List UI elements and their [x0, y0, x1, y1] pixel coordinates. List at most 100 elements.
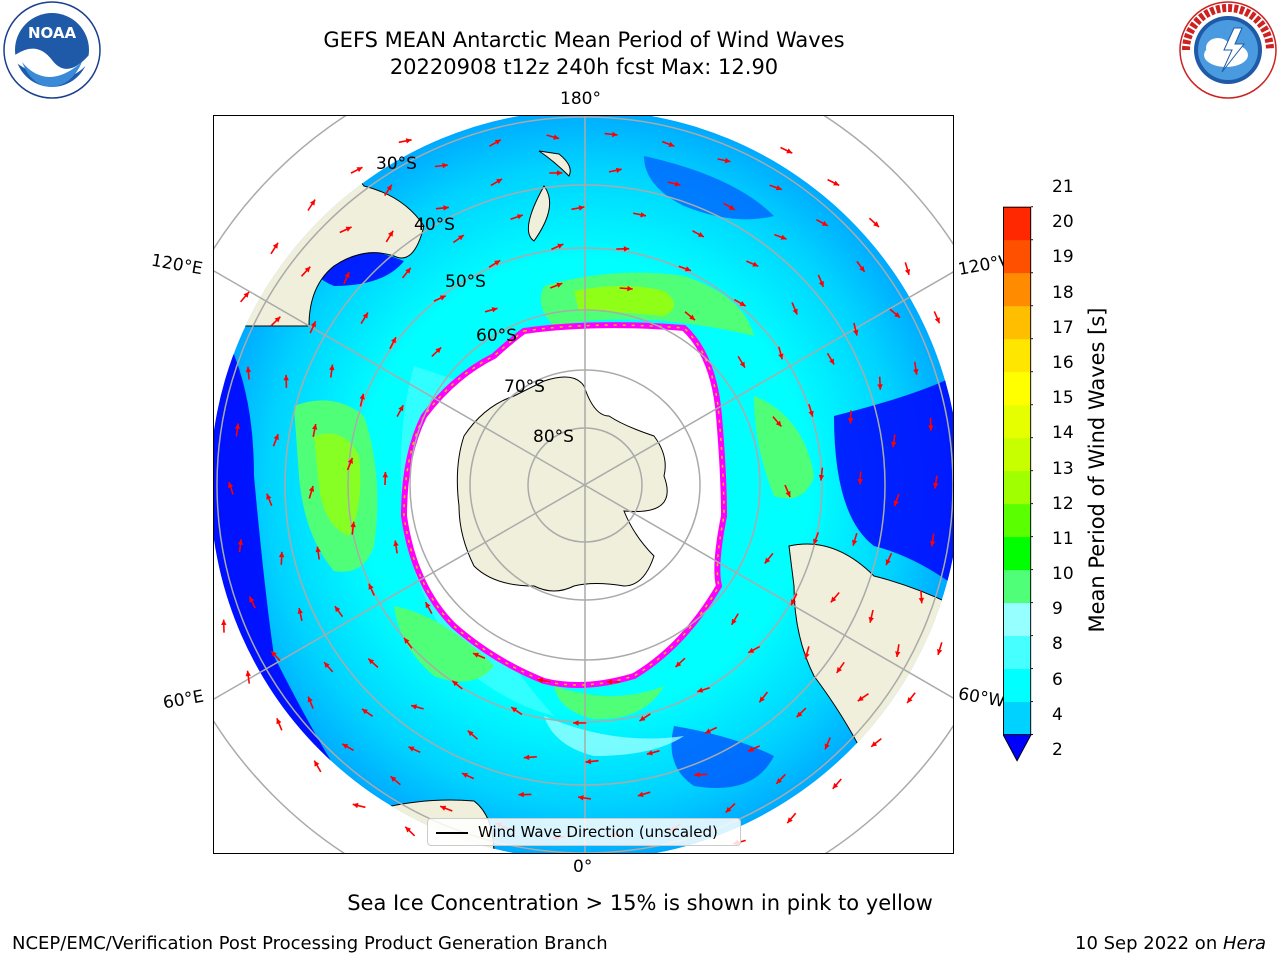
colorbar-cell — [1003, 635, 1032, 670]
legend-line — [436, 832, 468, 834]
wave-direction-arrowhead — [557, 243, 564, 249]
colorbar-tick-label: 14 — [1052, 423, 1074, 444]
wave-direction-arrowhead — [237, 539, 244, 545]
wave-direction-arrowhead — [785, 491, 791, 497]
wave-direction-arrowhead — [818, 474, 825, 481]
wave-direction-arrowhead — [315, 546, 321, 553]
wave-direction-arrowhead — [627, 285, 633, 292]
wave-direction-arrowhead — [804, 653, 810, 659]
wave-direction-arrowhead — [852, 539, 858, 546]
wave-direction-arrowhead — [895, 651, 901, 657]
wave-direction-arrowhead — [813, 538, 819, 545]
wave-direction-arrowhead — [728, 204, 735, 210]
credit-right: 10 Sep 2022 on Hera — [1075, 933, 1266, 954]
svg-text:70°S: 70°S — [504, 377, 545, 397]
colorbar-tick-label: 20 — [1052, 212, 1074, 233]
wave-direction-arrowhead — [249, 596, 255, 603]
wave-direction-arrowhead — [439, 295, 446, 301]
wave-direction-arrowhead — [893, 500, 899, 507]
machine-name: Hera — [1222, 933, 1266, 954]
wave-direction-arrowhead — [871, 741, 878, 747]
wave-direction-arrowhead — [934, 317, 940, 324]
colorbar-tick-label: 6 — [1052, 669, 1063, 690]
wave-direction-arrowhead — [705, 728, 711, 734]
wave-direction-arrowhead — [612, 131, 618, 138]
antarctica — [456, 376, 668, 592]
svg-text:40°S: 40°S — [414, 215, 455, 235]
colorbar-cell — [1003, 536, 1032, 571]
colorbar-cell — [1003, 371, 1032, 406]
wave-direction-arrowhead — [578, 795, 584, 801]
sea-ice-note: Sea Ice Concentration > 15% is shown in … — [347, 891, 933, 915]
wave-direction-arrowhead — [675, 661, 682, 668]
colorbar-cell — [1003, 569, 1032, 604]
svg-text:80°S: 80°S — [533, 427, 574, 447]
wave-direction-arrowhead — [929, 540, 936, 547]
map-panel: 30°S 40°S 50°S 60°S 70°S 80°S Wind Wave … — [213, 115, 954, 854]
svg-text:50°S: 50°S — [445, 272, 486, 292]
wave-direction-arrowhead — [836, 667, 842, 673]
lon-label-60e: 60°E — [161, 686, 206, 714]
wave-direction-arrowhead — [245, 670, 251, 677]
credit-left: NCEP/EMC/Verification Post Processing Pr… — [12, 933, 608, 954]
wave-direction-arrowhead — [228, 482, 234, 489]
wave-direction-arrowhead — [312, 424, 318, 430]
wave-direction-arrowhead — [764, 557, 771, 564]
noaa-logo: NOAA — [3, 1, 101, 99]
wave-direction-arrowhead — [731, 618, 737, 625]
latitude-labels: 30°S 40°S 50°S 60°S 70°S 80°S — [376, 154, 574, 447]
wave-direction-arrowhead — [694, 771, 700, 778]
wave-direction-arrowhead — [791, 599, 796, 606]
wave-direction-arrowhead — [913, 369, 919, 375]
wave-direction-arrowhead — [847, 418, 854, 424]
wave-direction-arrowhead — [272, 242, 278, 249]
wave-direction-arrowhead — [778, 353, 784, 360]
colorbar-extend-arrow — [1003, 734, 1032, 762]
wave-direction-arrowhead — [314, 760, 320, 767]
wave-direction-arrowhead — [697, 687, 704, 693]
wave-direction-arrowhead — [585, 758, 592, 765]
wave-direction-arrowhead — [689, 314, 695, 321]
wave-direction-arrowhead — [425, 602, 431, 609]
wave-direction-arrowhead — [334, 606, 341, 613]
wave-direction-arrowhead — [452, 680, 459, 687]
wave-direction-arrowhead — [829, 358, 835, 365]
wave-direction-arrowhead — [359, 393, 365, 400]
wave-direction-arrowhead — [278, 551, 285, 558]
colorbar-tick-label: 12 — [1052, 493, 1074, 514]
wave-direction-arrowhead — [390, 776, 397, 782]
legend-label: Wind Wave Direction (unscaled) — [478, 823, 718, 841]
wave-direction-arrowhead — [342, 743, 349, 749]
svg-text:60°S: 60°S — [476, 326, 517, 346]
colorbar — [1003, 206, 1033, 762]
wave-direction-arrowhead — [821, 220, 828, 226]
wave-direction-arrowhead — [310, 321, 316, 328]
colorbar-cell — [1003, 668, 1032, 703]
lon-label-120e: 120°E — [149, 250, 205, 280]
colorbar-tick-label: 2 — [1052, 740, 1063, 760]
wave-direction-arrowhead — [739, 301, 746, 306]
wave-direction-arrowhead — [362, 312, 368, 319]
wave-direction-arrowhead — [276, 718, 282, 725]
wave-direction-arrowhead — [623, 246, 630, 252]
wave-direction-arrowhead — [435, 347, 442, 354]
wave-direction-arrowhead — [818, 281, 824, 287]
colorbar-tick-label: 9 — [1052, 599, 1063, 620]
colorbar-cell — [1003, 338, 1032, 373]
wave-direction-arrowhead — [398, 405, 404, 412]
colorbar-cell — [1003, 404, 1032, 439]
wave-direction-arrowhead — [307, 696, 313, 703]
wave-direction-arrowhead — [386, 184, 392, 191]
colorbar-tick-label: 11 — [1052, 528, 1074, 549]
wave-direction-arrowhead — [796, 711, 803, 718]
colorbar-cell — [1003, 272, 1032, 307]
lon-label-180: 180° — [560, 89, 601, 109]
wave-direction-arrowhead — [518, 791, 524, 798]
wave-direction-arrowhead — [877, 384, 883, 390]
wave-direction-arrowhead — [857, 479, 863, 485]
wave-direction-arrowhead — [573, 720, 579, 726]
colorbar-tick-label: 21 — [1052, 177, 1074, 197]
wave-direction-arrowhead — [234, 423, 241, 430]
wave-direction-arrowhead — [245, 366, 252, 373]
colorbar-tick-label: 17 — [1052, 317, 1074, 338]
